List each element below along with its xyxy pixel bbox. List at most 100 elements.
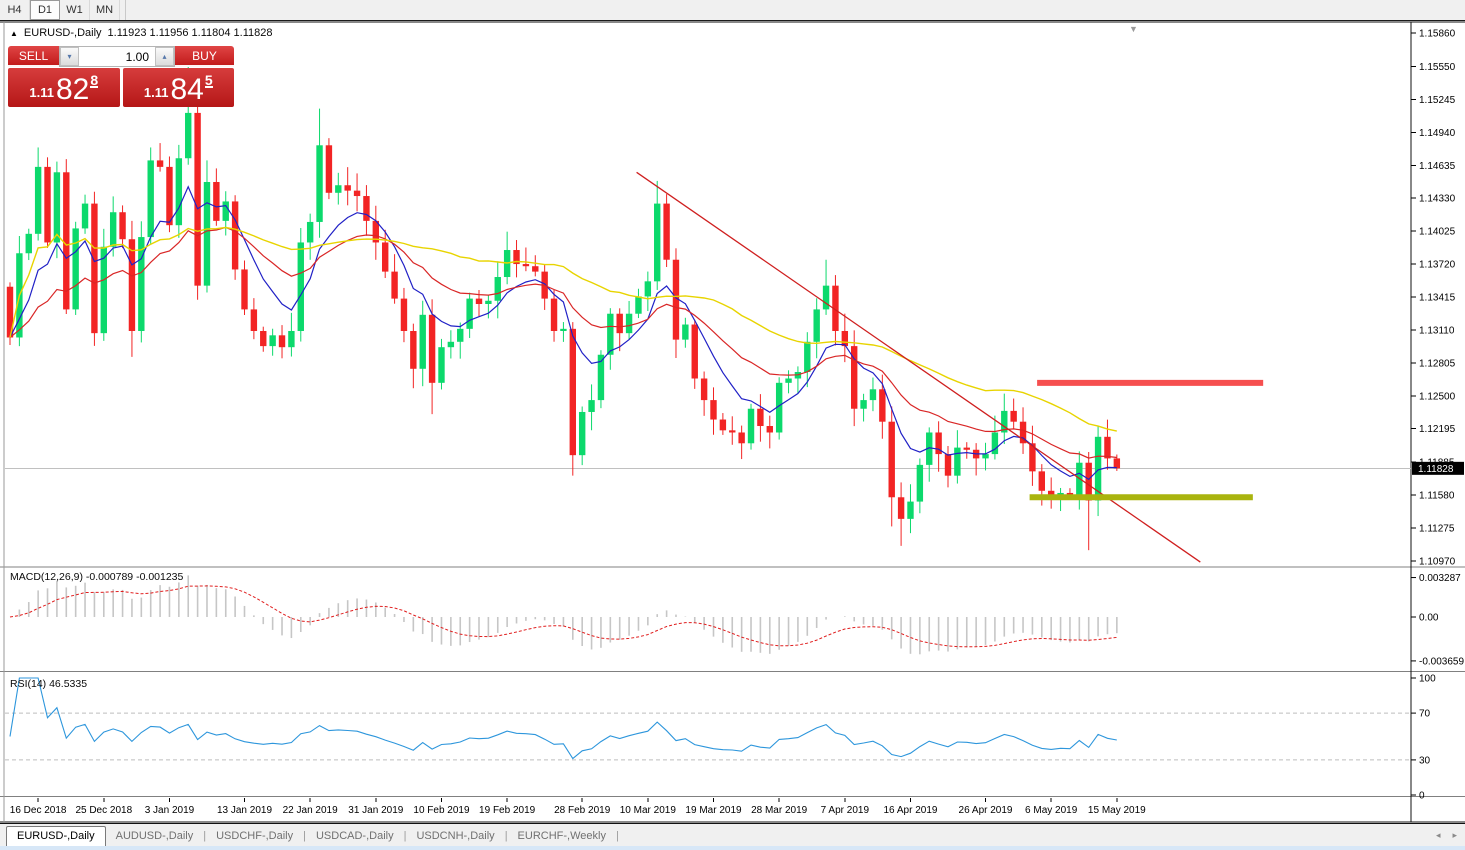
tab-separator: | [504, 830, 508, 842]
svg-text:1.13415: 1.13415 [1419, 292, 1456, 303]
tab-separator: | [615, 830, 619, 842]
svg-text:1.10970: 1.10970 [1419, 556, 1456, 567]
indicator-axes: 0.003287 0.00 -0.003659 100 70 30 0 [1411, 573, 1464, 802]
tab-scroll-right-icon[interactable]: ▸ [1452, 830, 1457, 840]
timeframe-toolbar: H4 D1 W1 MN [0, 0, 1465, 21]
svg-text:1.11828: 1.11828 [1418, 464, 1454, 475]
sell-price-display[interactable]: 1.11 82 8 [8, 68, 120, 107]
svg-text:1.12805: 1.12805 [1419, 358, 1456, 369]
symbol-name: EURUSD-,Daily [23, 27, 102, 39]
svg-text:16 Dec 2018: 16 Dec 2018 [10, 805, 67, 816]
svg-text:26 Apr 2019: 26 Apr 2019 [959, 805, 1013, 816]
ma-mid [9, 226, 1117, 459]
svg-text:1.14025: 1.14025 [1419, 227, 1456, 238]
buy-price-main: 84 [170, 73, 204, 106]
volume-increase-button[interactable]: ▴ [155, 47, 174, 66]
svg-text:28 Mar 2019: 28 Mar 2019 [751, 805, 808, 816]
sell-price-pip: 8 [90, 72, 99, 88]
sell-price-prefix: 1.11 [29, 85, 54, 100]
timeframe-button-mn[interactable]: MN [90, 0, 120, 20]
svg-text:19 Mar 2019: 19 Mar 2019 [685, 805, 742, 816]
volume-input[interactable] [79, 47, 155, 66]
svg-text:1.14940: 1.14940 [1419, 128, 1456, 139]
buy-price-pip: 5 [204, 72, 213, 88]
svg-text:1.14330: 1.14330 [1419, 194, 1456, 205]
rsi-label: RSI(14) 46.5335 [10, 678, 88, 690]
svg-text:10 Feb 2019: 10 Feb 2019 [413, 805, 470, 816]
svg-text:31 Jan 2019: 31 Jan 2019 [348, 805, 403, 816]
svg-text:1.11275: 1.11275 [1419, 524, 1455, 535]
pane-frames [0, 21, 1465, 823]
ma-slow [9, 226, 1117, 432]
svg-text:16 Apr 2019: 16 Apr 2019 [884, 805, 938, 816]
svg-text:28 Feb 2019: 28 Feb 2019 [554, 805, 611, 816]
rsi-line [9, 677, 1117, 760]
svg-text:1.15245: 1.15245 [1419, 95, 1456, 106]
drawn-objects [636, 171, 1264, 563]
svg-text:100: 100 [1419, 674, 1436, 685]
symbol-tab-usdcad-daily[interactable]: USDCAD-,Daily [315, 830, 394, 842]
timeframe-button-w1[interactable]: W1 [60, 0, 90, 20]
buy-price-prefix: 1.11 [143, 85, 169, 100]
svg-text:1.12500: 1.12500 [1419, 391, 1456, 402]
window-bottom-edge [0, 846, 1465, 850]
timeframe-button-h4[interactable]: H4 [0, 0, 30, 20]
svg-text:0.003287: 0.003287 [1419, 573, 1461, 584]
svg-text:1.14635: 1.14635 [1419, 161, 1456, 172]
ohlc-values: 1.11923 1.11956 1.11804 1.11828 [107, 27, 273, 39]
svg-text:19 Feb 2019: 19 Feb 2019 [479, 805, 536, 816]
ma-fast [9, 185, 1117, 481]
symbol-tab-eurusd-daily[interactable]: EURUSD-,Daily [6, 826, 106, 846]
macd-pane [9, 575, 1118, 655]
svg-text:1.11580: 1.11580 [1419, 491, 1455, 502]
svg-text:15 May 2019: 15 May 2019 [1088, 805, 1146, 816]
tab-scroll-arrows: ◂ ▸ [1436, 830, 1457, 846]
svg-text:13 Jan 2019: 13 Jan 2019 [217, 805, 272, 816]
tab-separator: | [403, 830, 407, 842]
symbol-tab-usdchf-daily[interactable]: USDCHF-,Daily [216, 830, 294, 842]
buy-price-display[interactable]: 1.11 84 5 [122, 68, 234, 107]
svg-text:1.15550: 1.15550 [1419, 62, 1456, 73]
current-price-tag [1412, 461, 1464, 475]
tab-separator: | [303, 830, 306, 842]
ma-fast [9, 185, 1117, 481]
volume-decrease-button[interactable]: ▾ [60, 47, 79, 66]
svg-text:0.00: 0.00 [1419, 613, 1439, 624]
macd-signal-line [9, 585, 1117, 648]
svg-text:-0.003659: -0.003659 [1419, 656, 1464, 667]
svg-text:1.15860: 1.15860 [1419, 29, 1456, 40]
svg-text:10 Mar 2019: 10 Mar 2019 [620, 805, 677, 816]
symbol-header: ▲ EURUSD-,Daily 1.11923 1.11956 1.11804 … [10, 27, 273, 39]
descending-trendline [636, 171, 1201, 563]
macd-label: MACD(12,26,9) -0.000789 -0.001235 [10, 571, 184, 583]
tab-scroll-left-icon[interactable]: ◂ [1435, 830, 1441, 840]
svg-text:0: 0 [1419, 791, 1425, 802]
svg-text:1.13110: 1.13110 [1419, 325, 1455, 336]
chart-shift-marker-icon[interactable]: ▼ [1129, 24, 1138, 34]
buy-button[interactable]: BUY [175, 46, 234, 67]
symbol-tab-eurchf-weekly[interactable]: EURCHF-,Weekly [517, 830, 606, 842]
one-click-trading-panel: SELL ▾ ▴ BUY 1.11 82 8 1.11 84 5 [8, 46, 234, 107]
sell-button[interactable]: SELL [8, 46, 59, 67]
ma-slow [9, 226, 1117, 432]
symbol-tabbar: EURUSD-,Daily AUDUSD-,Daily | USDCHF-,Daily… [0, 823, 1465, 846]
svg-text:22 Jan 2019: 22 Jan 2019 [283, 805, 338, 816]
symbol-tab-audusd-daily[interactable]: AUDUSD-,Daily [115, 830, 194, 842]
svg-text:70: 70 [1419, 709, 1431, 720]
svg-text:30: 30 [1419, 755, 1431, 766]
candles [6, 50, 1121, 551]
price-axis: 1.15860 1.15550 1.15245 1.14940 1.14635 1.143… [1411, 29, 1464, 567]
ma-mid [9, 226, 1117, 459]
toolbar-separator [120, 0, 126, 20]
symbol-tab-usdcnh-daily[interactable]: USDCNH-,Daily [416, 830, 495, 842]
svg-text:1.12195: 1.12195 [1419, 424, 1456, 435]
symbol-marker-icon: ▲ [10, 28, 18, 38]
date-axis: 16 Dec 2018 25 Dec 2018 3 Jan 2019 13 Jan 2… [10, 798, 1146, 816]
svg-text:3 Jan 2019: 3 Jan 2019 [145, 805, 195, 816]
svg-text:6 May 2019: 6 May 2019 [1025, 805, 1078, 816]
sell-price-main: 82 [55, 73, 90, 106]
tab-separator: | [203, 830, 207, 842]
timeframe-button-d1[interactable]: D1 [30, 0, 60, 20]
